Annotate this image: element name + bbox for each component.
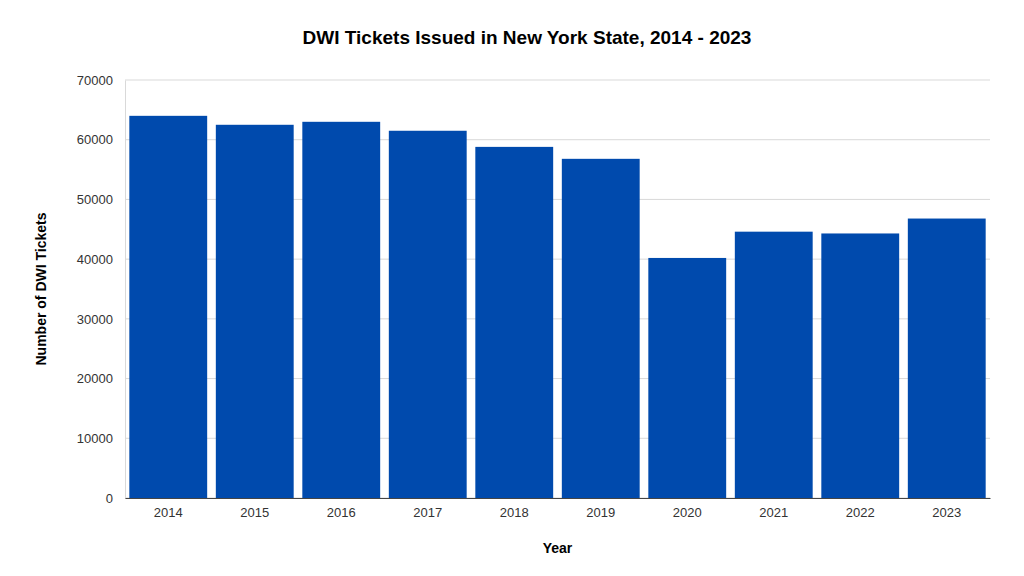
x-tick: 2023 — [932, 498, 961, 520]
x-tick-label: 2015 — [240, 505, 269, 520]
x-tick: 2014 — [154, 498, 183, 520]
x-tick-label: 2019 — [586, 505, 615, 520]
x-tick-label: 2020 — [673, 505, 702, 520]
x-tick: 2017 — [413, 498, 442, 520]
y-tick: 10000 — [77, 431, 125, 446]
chart: 0 10000 20000 30000 40000 50000 60000 70000 2014… — [0, 0, 1024, 576]
y-tick-label: 20000 — [77, 371, 113, 386]
x-tick-label: 2018 — [500, 505, 529, 520]
x-tick: 2021 — [759, 498, 788, 520]
x-tick-label: 2021 — [759, 505, 788, 520]
bar — [129, 116, 207, 498]
plot: 0 10000 20000 30000 40000 50000 60000 70000 2014… — [77, 73, 991, 521]
bar — [216, 125, 294, 498]
bar — [562, 159, 640, 498]
y-tick-label: 40000 — [77, 252, 113, 267]
x-axis-line — [126, 498, 991, 499]
y-tick: 30000 — [77, 312, 125, 327]
x-tick-label: 2023 — [932, 505, 961, 520]
y-tick-label: 10000 — [77, 431, 113, 446]
x-tick-label: 2016 — [327, 505, 356, 520]
bar — [648, 258, 726, 498]
bar — [735, 232, 813, 498]
bar — [302, 122, 380, 498]
y-tick: 60000 — [77, 132, 125, 147]
bar — [389, 131, 467, 498]
grid — [125, 80, 990, 498]
y-axis: 0 10000 20000 30000 40000 50000 60000 70000 — [77, 73, 126, 506]
y-tick-label: 0 — [106, 491, 113, 506]
x-tick: 2016 — [327, 498, 356, 520]
x-tick-label: 2022 — [846, 505, 875, 520]
bar — [475, 147, 553, 498]
x-tick: 2015 — [240, 498, 269, 520]
y-tick-label: 30000 — [77, 312, 113, 327]
x-tick: 2020 — [673, 498, 702, 520]
x-axis: 2014 2015 2016 2017 2018 2019 2020 2021 2022 2023 — [126, 498, 991, 520]
x-tick: 2019 — [586, 498, 615, 520]
x-tick: 2022 — [846, 498, 875, 520]
y-axis-line — [125, 81, 126, 499]
y-tick-label: 70000 — [77, 73, 113, 88]
x-tick-label: 2017 — [413, 505, 442, 520]
x-tick: 2018 — [500, 498, 529, 520]
y-tick: 20000 — [77, 371, 125, 386]
bar — [821, 233, 899, 498]
y-tick: 70000 — [77, 73, 125, 88]
bar — [908, 219, 986, 498]
y-tick: 40000 — [77, 252, 125, 267]
y-tick-label: 50000 — [77, 192, 113, 207]
x-tick-label: 2014 — [154, 505, 183, 520]
bars — [129, 116, 985, 498]
y-tick: 50000 — [77, 192, 125, 207]
y-tick-label: 60000 — [77, 132, 113, 147]
x-axis-title: Year — [543, 540, 573, 556]
y-tick: 0 — [106, 491, 125, 506]
y-axis-title: Number of DWI Tickets — [33, 212, 49, 365]
title: DWI Tickets Issued in New York State, 20… — [303, 27, 752, 48]
grid-line — [125, 80, 990, 81]
